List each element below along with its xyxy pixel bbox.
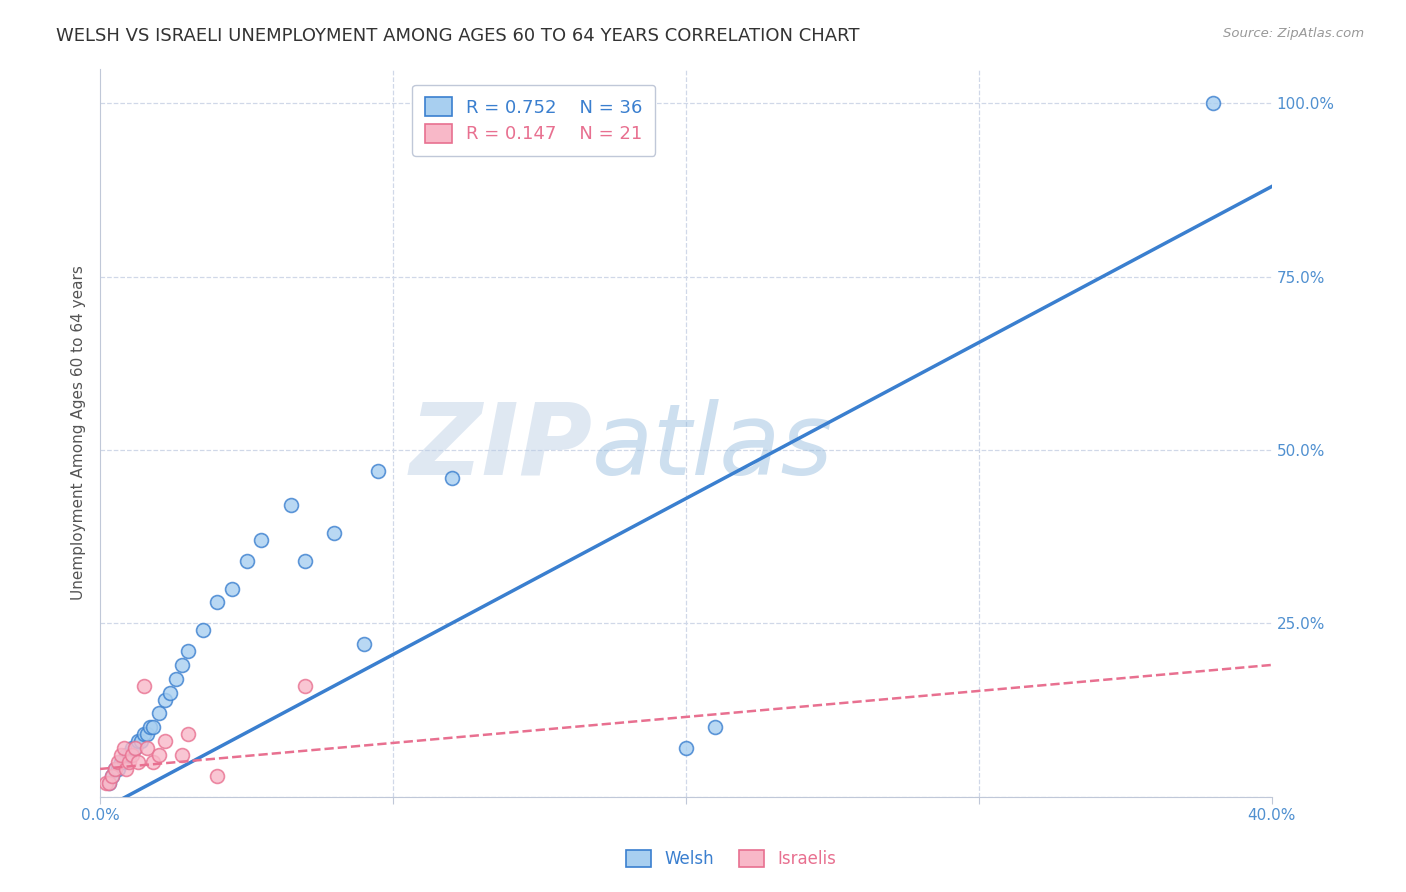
Point [165, 672, 187, 686]
Point [323, 526, 346, 541]
Point [177, 727, 200, 741]
Text: WELSH VS ISRAELI UNEMPLOYMENT AMONG AGES 60 TO 64 YEARS CORRELATION CHART: WELSH VS ISRAELI UNEMPLOYMENT AMONG AGES… [56, 27, 859, 45]
Point [172, 657, 194, 672]
Point [127, 755, 149, 769]
Point [124, 741, 146, 756]
Point [250, 533, 273, 547]
Point [115, 747, 138, 762]
Point [139, 720, 162, 734]
Point [207, 769, 229, 783]
Point [136, 727, 159, 741]
Point [207, 595, 229, 609]
Point [704, 720, 727, 734]
Legend: Welsh, Israelis: Welsh, Israelis [620, 843, 842, 875]
Point [115, 762, 138, 776]
Point [294, 679, 316, 693]
Point [148, 706, 170, 721]
Point [101, 769, 124, 783]
Point [142, 755, 165, 769]
Point [153, 734, 176, 748]
Point [127, 734, 149, 748]
Point [121, 741, 143, 756]
Point [294, 554, 316, 568]
Point [191, 624, 214, 638]
Point [675, 741, 697, 756]
Point [121, 747, 143, 762]
Point [353, 637, 375, 651]
Point [107, 755, 129, 769]
Point [221, 582, 243, 596]
Text: ZIP: ZIP [409, 399, 592, 496]
Point [104, 762, 127, 776]
Point [132, 727, 155, 741]
Point [172, 747, 194, 762]
Text: Source: ZipAtlas.com: Source: ZipAtlas.com [1223, 27, 1364, 40]
Point [94, 776, 117, 790]
Point [124, 741, 146, 756]
Point [110, 747, 132, 762]
Text: atlas: atlas [592, 399, 834, 496]
Point [97, 776, 120, 790]
Point [118, 747, 141, 762]
Point [129, 734, 152, 748]
Point [148, 747, 170, 762]
Point [136, 741, 159, 756]
Point [177, 644, 200, 658]
Point [104, 762, 127, 776]
Point [280, 499, 302, 513]
Legend: R = 0.752    N = 36, R = 0.147    N = 21: R = 0.752 N = 36, R = 0.147 N = 21 [412, 85, 655, 156]
Point [110, 755, 132, 769]
Point [1202, 96, 1225, 111]
Y-axis label: Unemployment Among Ages 60 to 64 years: Unemployment Among Ages 60 to 64 years [72, 265, 86, 600]
Point [440, 471, 463, 485]
Point [112, 741, 135, 756]
Point [97, 776, 120, 790]
Point [159, 686, 181, 700]
Point [101, 769, 124, 783]
Point [367, 464, 389, 478]
Point [112, 755, 135, 769]
Point [132, 679, 155, 693]
Point [235, 554, 257, 568]
Point [153, 692, 176, 706]
Point [107, 762, 129, 776]
Point [118, 755, 141, 769]
Point [142, 720, 165, 734]
